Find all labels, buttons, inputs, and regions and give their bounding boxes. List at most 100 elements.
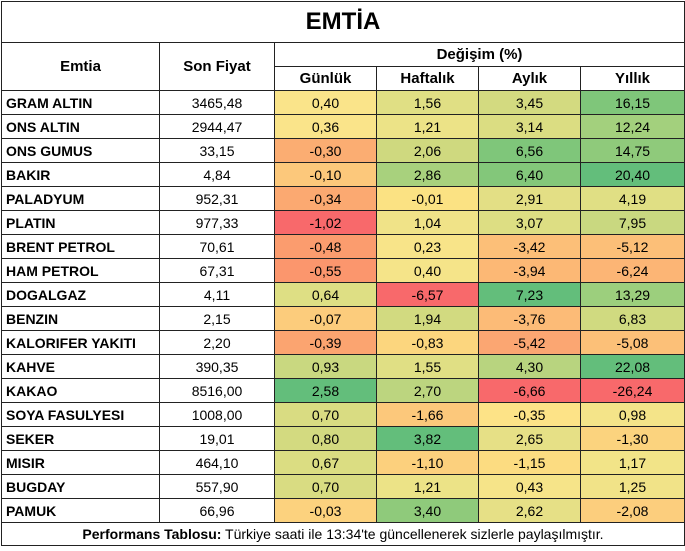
commodity-name: PLATIN [1, 210, 160, 235]
table-title: EMTİA [0, 1, 685, 43]
last-price: 3465,48 [159, 90, 275, 115]
commodity-name: HAM PETROL [1, 258, 160, 283]
change-haftalik: 2,70 [376, 378, 479, 403]
change-gunluk: -0,55 [274, 258, 377, 283]
change-yillik: 20,40 [579, 162, 685, 187]
change-aylik: -3,76 [478, 306, 581, 331]
change-yillik: -5,08 [579, 330, 685, 355]
change-aylik: 0,43 [478, 474, 581, 499]
last-price: 2,15 [159, 306, 275, 331]
table-row: KAKAO 8516,00 2,58 2,70 -6,66 -26,24 [1, 378, 685, 403]
last-price: 1008,00 [159, 402, 275, 427]
change-gunluk: -0,03 [274, 498, 377, 523]
change-yillik: 14,75 [579, 138, 685, 163]
header-yillik: Yıllık [579, 66, 685, 91]
change-gunluk: -0,48 [274, 234, 377, 259]
commodity-name: ONS ALTIN [1, 114, 160, 139]
change-yillik: 12,24 [579, 114, 685, 139]
commodity-name: GRAM ALTIN [1, 90, 160, 115]
commodity-name: PAMUK [1, 498, 160, 523]
change-gunluk: 2,58 [274, 378, 377, 403]
change-haftalik: -1,10 [376, 450, 479, 475]
commodity-name: BRENT PETROL [1, 234, 160, 259]
change-yillik: 13,29 [579, 282, 685, 307]
header-gunluk: Günlük [274, 66, 377, 91]
table-row: GRAM ALTIN 3465,48 0,40 1,56 3,45 16,15 [1, 90, 685, 115]
commodity-name: PALADYUM [1, 186, 160, 211]
table-row: MISIR 464,10 0,67 -1,10 -1,15 1,17 [1, 450, 685, 475]
header-haftalik: Haftalık [376, 66, 479, 91]
commodity-name: SEKER [1, 426, 160, 451]
commodity-name: MISIR [1, 450, 160, 475]
table-body: GRAM ALTIN 3465,48 0,40 1,56 3,45 16,15 ONS AL… [1, 90, 685, 523]
change-aylik: 6,40 [478, 162, 581, 187]
change-gunluk: -0,30 [274, 138, 377, 163]
change-haftalik: -6,57 [376, 282, 479, 307]
change-yillik: -26,24 [579, 378, 685, 403]
commodity-name: SOYA FASULYESI [1, 402, 160, 427]
change-yillik: 6,83 [579, 306, 685, 331]
change-aylik: 7,23 [478, 282, 581, 307]
last-price: 33,15 [159, 138, 275, 163]
change-gunluk: -0,07 [274, 306, 377, 331]
change-aylik: -5,42 [478, 330, 581, 355]
table-row: ONS ALTIN 2944,47 0,36 1,21 3,14 12,24 [1, 114, 685, 139]
change-gunluk: 0,70 [274, 402, 377, 427]
change-gunluk: -0,34 [274, 186, 377, 211]
table-row: PLATIN 977,33 -1,02 1,04 3,07 7,95 [1, 210, 685, 235]
header-degisim: Değişim (%) [273, 42, 685, 67]
change-haftalik: 1,55 [376, 354, 479, 379]
table-row: PAMUK 66,96 -0,03 3,40 2,62 -2,08 [1, 498, 685, 523]
change-gunluk: 0,36 [274, 114, 377, 139]
change-haftalik: 1,21 [376, 114, 479, 139]
table-row: BAKIR 4,84 -0,10 2,86 6,40 20,40 [1, 162, 685, 187]
change-haftalik: 0,40 [376, 258, 479, 283]
change-gunluk: -0,39 [274, 330, 377, 355]
last-price: 464,10 [159, 450, 275, 475]
header-son-fiyat: Son Fiyat [159, 42, 275, 91]
header-emtia: Emtia [1, 42, 160, 91]
change-haftalik: 2,86 [376, 162, 479, 187]
footer-text: Türkiye saati ile 13:34'te güncellenerek… [221, 526, 604, 542]
last-price: 557,90 [159, 474, 275, 499]
change-haftalik: 1,21 [376, 474, 479, 499]
header-aylik: Aylık [478, 66, 581, 91]
change-yillik: 0,98 [579, 402, 685, 427]
last-price: 19,01 [159, 426, 275, 451]
change-yillik: -6,24 [579, 258, 685, 283]
commodity-name: DOGALGAZ [1, 282, 160, 307]
last-price: 2,20 [159, 330, 275, 355]
change-yillik: -1,30 [579, 426, 685, 451]
change-yillik: 4,19 [579, 186, 685, 211]
change-haftalik: -1,66 [376, 402, 479, 427]
change-haftalik: 1,56 [376, 90, 479, 115]
last-price: 2944,47 [159, 114, 275, 139]
table-row: BENZIN 2,15 -0,07 1,94 -3,76 6,83 [1, 306, 685, 331]
change-haftalik: 0,23 [376, 234, 479, 259]
table-row: SOYA FASULYESI 1008,00 0,70 -1,66 -0,35 0,98 [1, 402, 685, 427]
change-gunluk: 0,67 [274, 450, 377, 475]
table-row: KAHVE 390,35 0,93 1,55 4,30 22,08 [1, 354, 685, 379]
change-yillik: 7,95 [579, 210, 685, 235]
change-aylik: -0,35 [478, 402, 581, 427]
change-yillik: 16,15 [579, 90, 685, 115]
change-aylik: 6,56 [478, 138, 581, 163]
table-row: SEKER 19,01 0,80 3,82 2,65 -1,30 [1, 426, 685, 451]
commodity-name: BAKIR [1, 162, 160, 187]
change-haftalik: -0,01 [376, 186, 479, 211]
last-price: 4,84 [159, 162, 275, 187]
change-gunluk: 0,70 [274, 474, 377, 499]
change-haftalik: 2,06 [376, 138, 479, 163]
commodity-name: BENZIN [1, 306, 160, 331]
last-price: 70,61 [159, 234, 275, 259]
change-yillik: 22,08 [579, 354, 685, 379]
change-yillik: -5,12 [579, 234, 685, 259]
last-price: 4,11 [159, 282, 275, 307]
change-yillik: 1,17 [579, 450, 685, 475]
change-aylik: 2,65 [478, 426, 581, 451]
table-row: BUGDAY 557,90 0,70 1,21 0,43 1,25 [1, 474, 685, 499]
change-aylik: -6,66 [478, 378, 581, 403]
table-row: ONS GUMUS 33,15 -0,30 2,06 6,56 14,75 [1, 138, 685, 163]
